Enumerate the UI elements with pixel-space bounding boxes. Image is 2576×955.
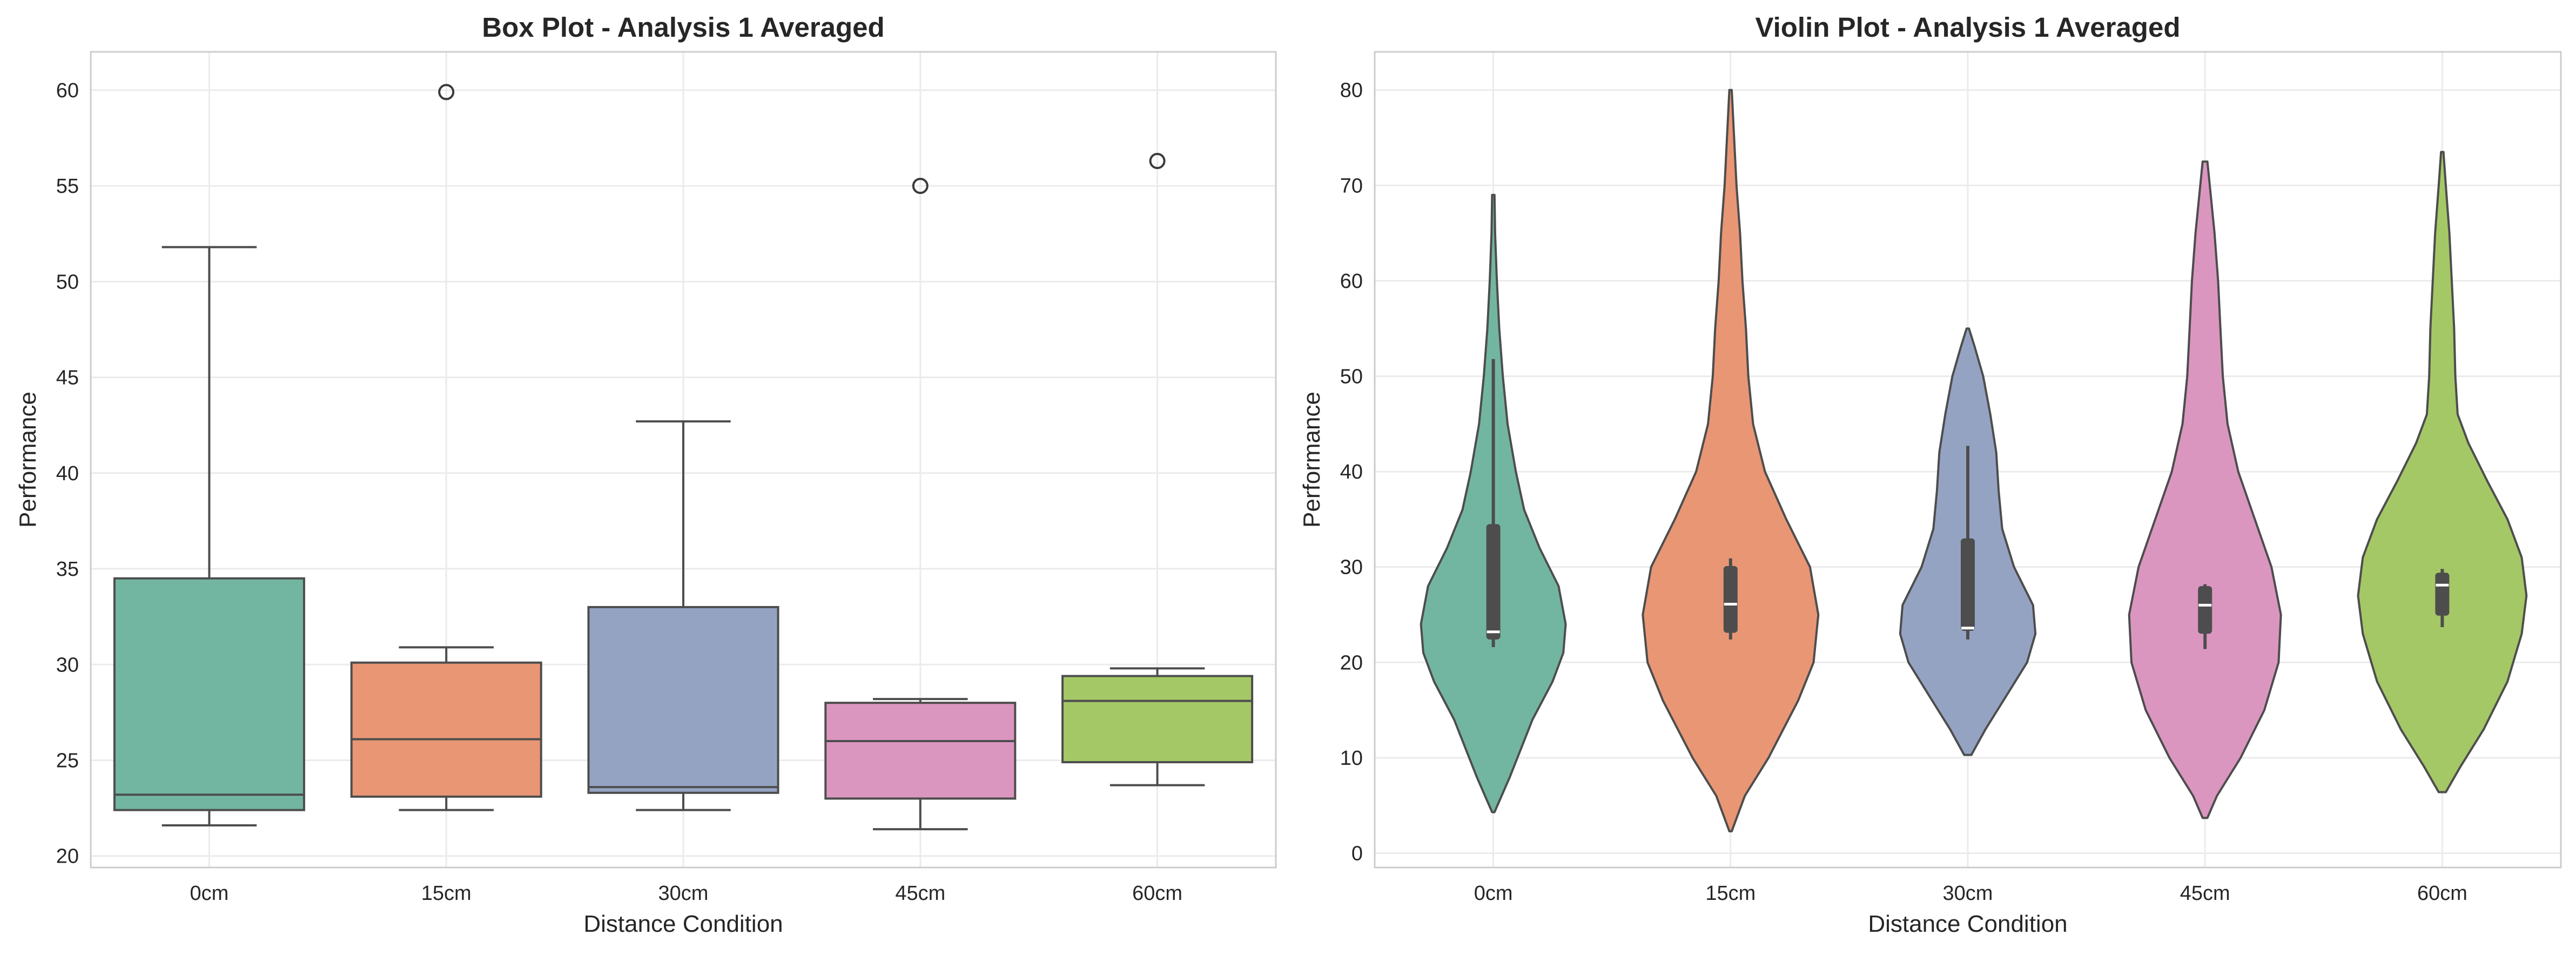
box-60cm	[1061, 153, 1254, 786]
box-plot-y-axis-label: Performance	[15, 392, 41, 528]
box-45cm	[824, 178, 1017, 831]
violin-plot-y-tick-label: 70	[1340, 174, 1363, 197]
violin-plot-x-axis-label: Distance Condition	[1868, 911, 2067, 937]
violin-plot-title: Violin Plot - Analysis 1 Averaged	[1756, 12, 2181, 43]
violin-plot-y-tick-label: 10	[1340, 747, 1363, 770]
box-plot-y-tick-label: 45	[56, 367, 79, 389]
violin-plot-x-tick-label: 0cm	[1474, 882, 1513, 905]
box-15cm	[350, 84, 542, 811]
violin-plot-frame	[1374, 51, 2562, 869]
violin-30cm	[1899, 327, 2037, 756]
iqr-box	[587, 606, 779, 794]
violin-iqr-bar	[1723, 566, 1738, 633]
violin-plot-y-tick-label: 20	[1340, 651, 1363, 674]
violin-plot-x-tick-label: 60cm	[2417, 882, 2467, 905]
violin-iqr-bar	[2435, 573, 2450, 616]
box-plot-x-tick-label: 0cm	[190, 882, 229, 905]
box-plot-frame	[90, 51, 1277, 869]
box-plot-y-tick-label: 40	[56, 462, 79, 485]
outlier-point	[438, 84, 455, 100]
box-plot-y-tick-label: 50	[56, 271, 79, 293]
iqr-box	[113, 577, 305, 811]
box-plot-x-tick-label: 60cm	[1132, 882, 1182, 905]
box-plot-x-tick-label: 45cm	[895, 882, 945, 905]
box-plot-title: Box Plot - Analysis 1 Averaged	[482, 12, 884, 43]
violin-plot-x-tick-label: 15cm	[1705, 882, 1756, 905]
box-plot-x-axis-label: Distance Condition	[583, 911, 783, 937]
box-plot-y-tick-label: 55	[56, 175, 79, 198]
violin-body	[2357, 151, 2528, 793]
violin-60cm	[2357, 151, 2528, 793]
violin-body	[2128, 160, 2282, 819]
box-plot-panel: Box Plot - Analysis 1 Averaged 20 25 30 35 4…	[15, 12, 1277, 937]
violin-45cm	[2128, 160, 2282, 819]
violin-body	[1642, 89, 1820, 832]
box-plot-y-tick-label: 25	[56, 750, 79, 772]
violin-15cm	[1642, 89, 1820, 832]
violin-plot-y-axis-label: Performance	[1299, 392, 1325, 528]
violin-iqr-bar	[1961, 538, 1975, 631]
box-plot-marks	[113, 84, 1254, 831]
iqr-box	[824, 702, 1017, 800]
box-plot-x-tick-label: 15cm	[421, 882, 472, 905]
violin-plot-y-tick-label: 60	[1340, 270, 1363, 293]
violin-plot-panel: Violin Plot - Analysis 1 Averaged 0 10 20 3…	[1299, 12, 2562, 937]
violin-plot-y-tick-label: 50	[1340, 365, 1363, 388]
box-0cm	[113, 246, 305, 827]
violin-plot-x-tick-label: 45cm	[2180, 882, 2230, 905]
box-plot-y-tick-label: 35	[56, 558, 79, 581]
outlier-point	[912, 178, 929, 194]
outlier-point	[1149, 153, 1166, 170]
box-plot-ticks: 20 25 30 35 40 45 50 55 60 0cm 15cm 30cm 45cm 60cm	[56, 79, 1182, 905]
violin-iqr-bar	[1486, 524, 1501, 640]
violin-iqr-bar	[2198, 586, 2212, 634]
iqr-box	[1061, 675, 1254, 764]
violin-0cm	[1420, 193, 1567, 813]
violin-plot-y-tick-label: 0	[1351, 843, 1363, 865]
violin-plot-y-tick-label: 30	[1340, 556, 1363, 579]
box-plot-y-tick-label: 30	[56, 654, 79, 676]
violin-plot-marks	[1420, 89, 2528, 832]
violin-plot-y-tick-label: 40	[1340, 461, 1363, 483]
box-plot-y-tick-label: 20	[56, 845, 79, 868]
box-30cm	[587, 420, 779, 811]
violin-plot-ticks: 0 10 20 30 40 50 60 70 80 0cm 15cm 30cm 45cm 60cm	[1340, 79, 2467, 905]
box-plot-x-tick-label: 30cm	[658, 882, 709, 905]
violin-plot-x-tick-label: 30cm	[1943, 882, 1993, 905]
box-plot-y-tick-label: 60	[56, 79, 79, 102]
iqr-box	[350, 661, 542, 798]
violin-plot-y-tick-label: 80	[1340, 79, 1363, 102]
